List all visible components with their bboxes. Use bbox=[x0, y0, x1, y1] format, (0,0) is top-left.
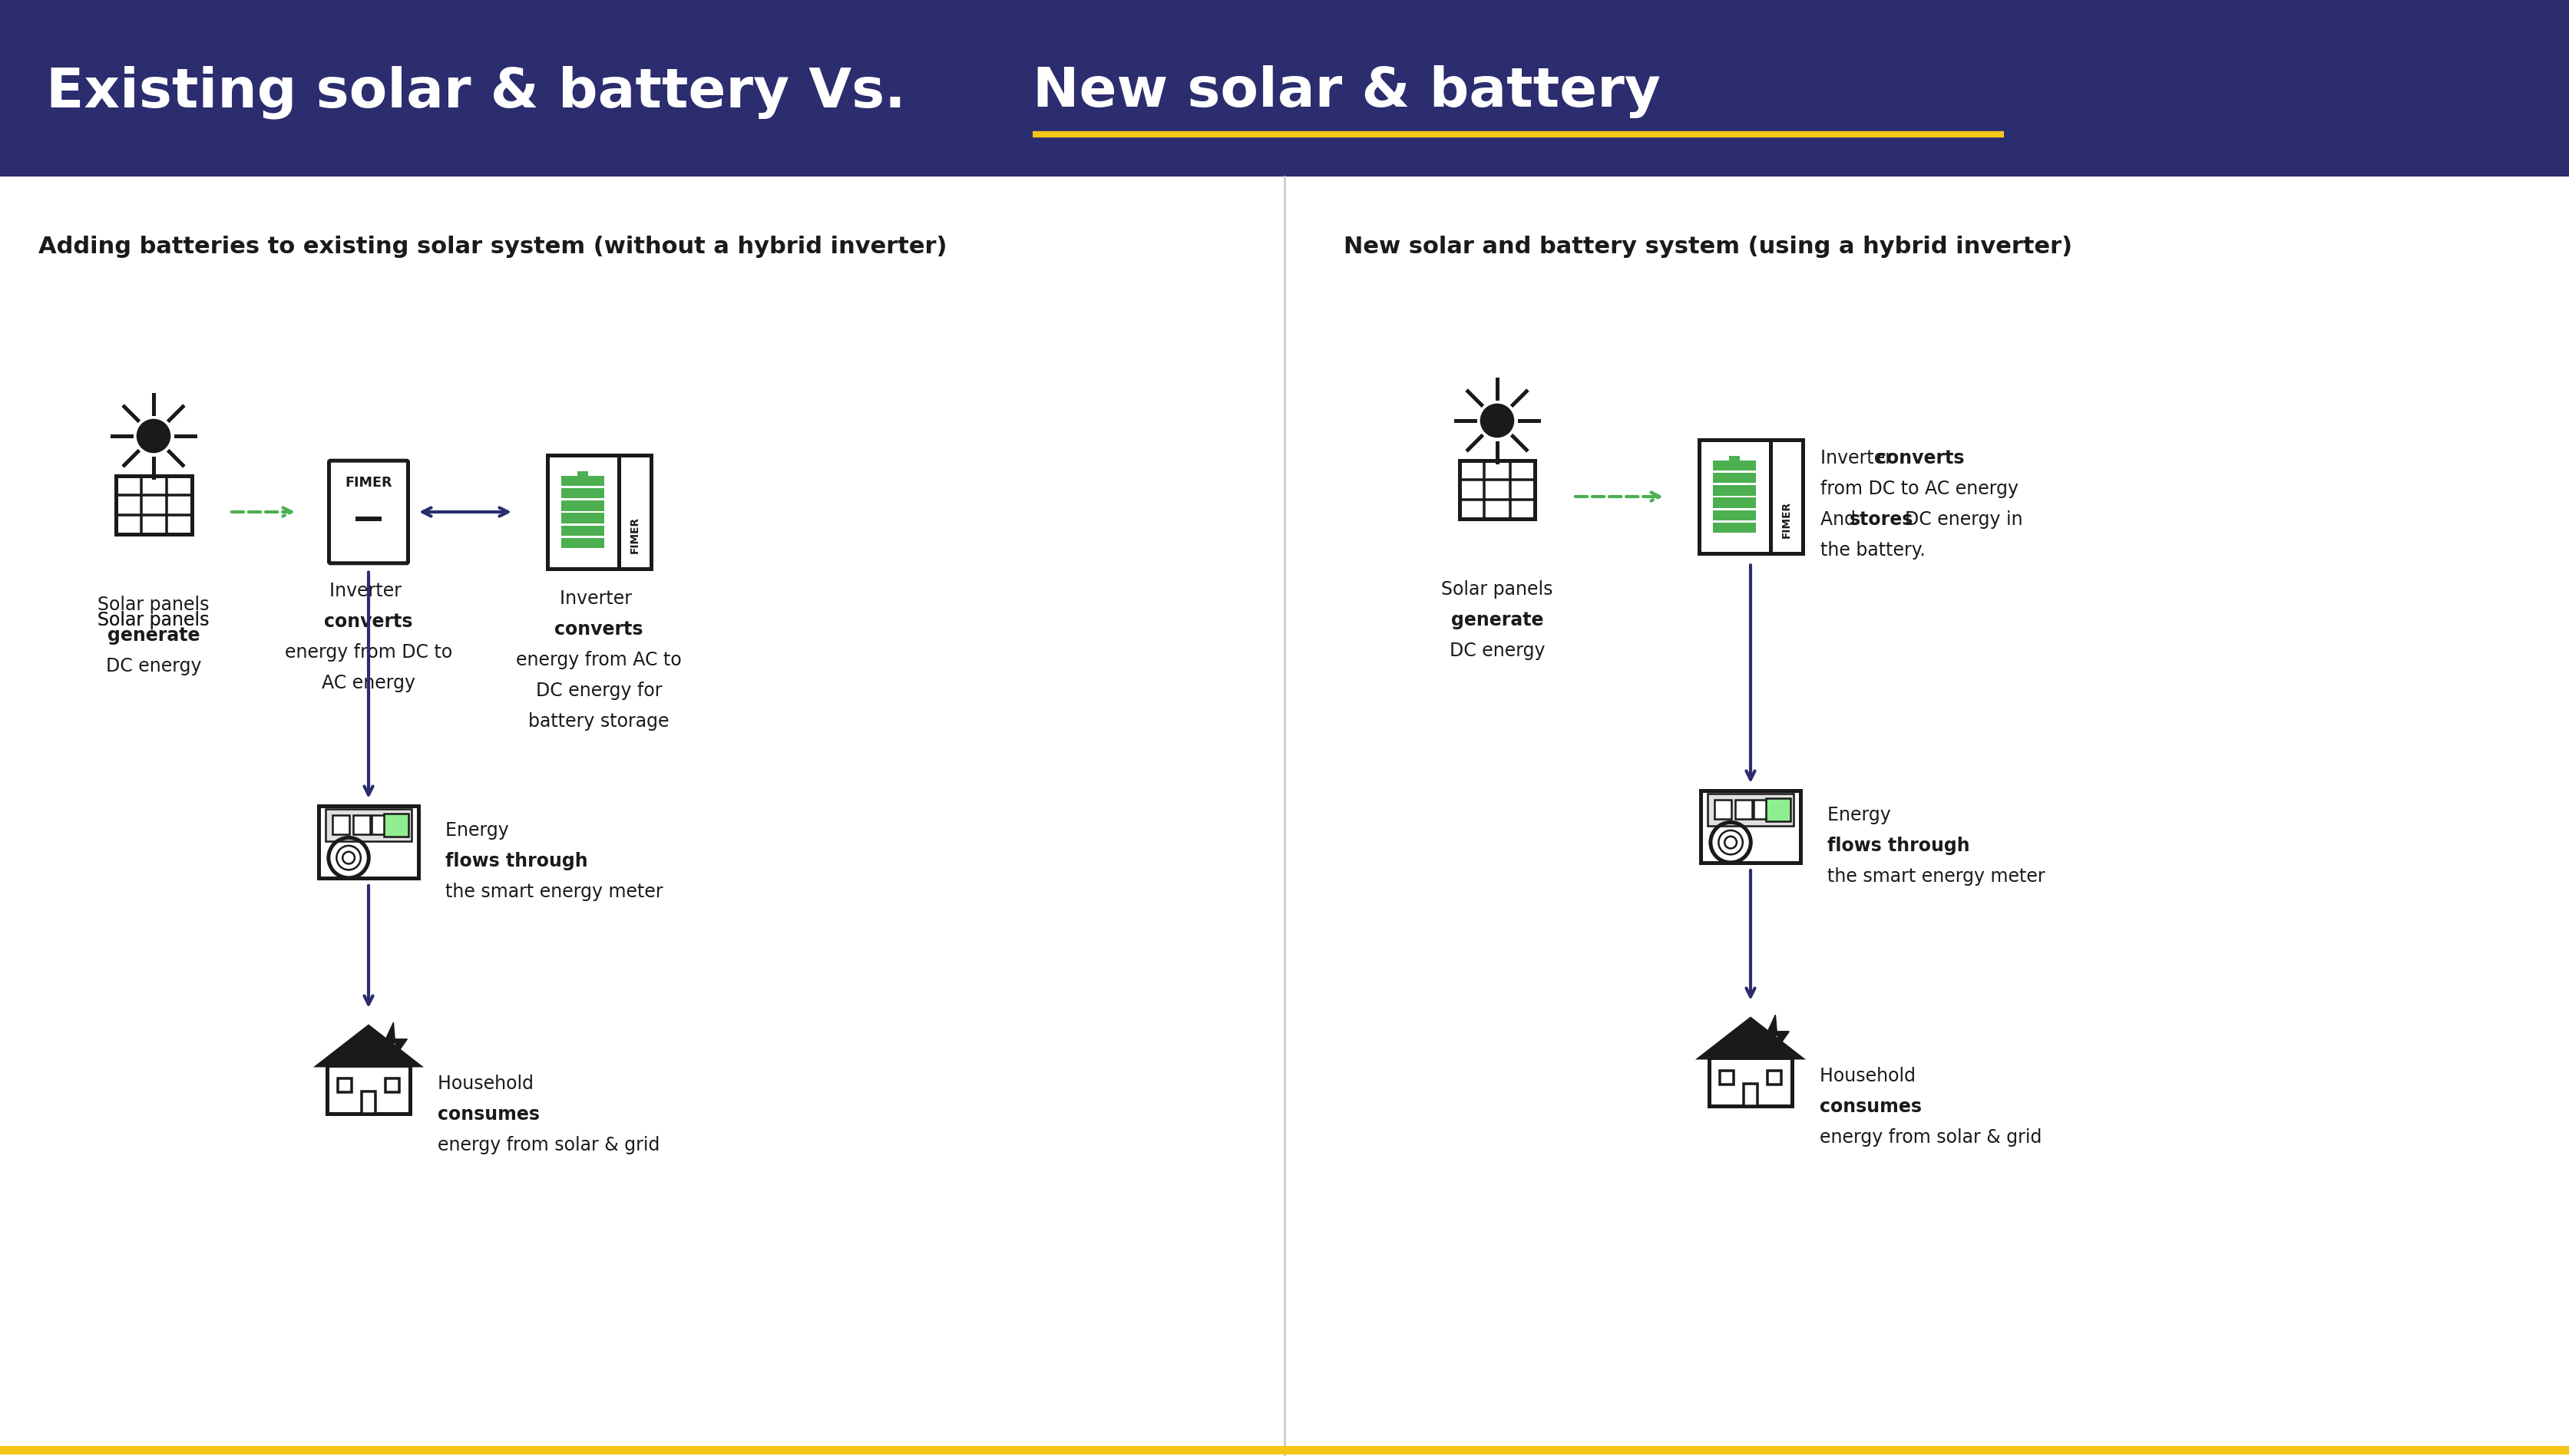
FancyBboxPatch shape bbox=[1714, 498, 1757, 508]
Text: FIMER: FIMER bbox=[344, 476, 393, 489]
Text: the battery.: the battery. bbox=[1821, 542, 1924, 559]
FancyBboxPatch shape bbox=[1767, 1070, 1780, 1085]
Polygon shape bbox=[383, 1022, 408, 1067]
FancyBboxPatch shape bbox=[1729, 456, 1739, 460]
Text: Solar panels: Solar panels bbox=[1441, 579, 1554, 598]
Text: Inverter: Inverter bbox=[1821, 448, 1898, 467]
FancyBboxPatch shape bbox=[319, 807, 419, 878]
FancyBboxPatch shape bbox=[1708, 1057, 1793, 1107]
Text: DC energy: DC energy bbox=[1449, 641, 1544, 660]
Text: the smart energy meter: the smart energy meter bbox=[1827, 868, 2045, 885]
Text: DC energy: DC energy bbox=[105, 657, 200, 676]
Text: energy from solar & grid: energy from solar & grid bbox=[1819, 1128, 2042, 1147]
FancyBboxPatch shape bbox=[1721, 1070, 1734, 1085]
Text: battery storage: battery storage bbox=[529, 712, 671, 731]
Text: from DC to AC energy: from DC to AC energy bbox=[1821, 479, 2019, 498]
FancyBboxPatch shape bbox=[1734, 799, 1752, 820]
Text: DC energy in: DC energy in bbox=[1904, 511, 2022, 529]
FancyBboxPatch shape bbox=[1698, 440, 1770, 553]
FancyBboxPatch shape bbox=[1714, 510, 1757, 520]
FancyBboxPatch shape bbox=[331, 815, 349, 834]
FancyBboxPatch shape bbox=[578, 472, 588, 476]
FancyBboxPatch shape bbox=[383, 814, 408, 836]
Text: Household: Household bbox=[1819, 1067, 1922, 1085]
Text: FIMER: FIMER bbox=[1780, 501, 1791, 537]
FancyBboxPatch shape bbox=[116, 476, 193, 534]
Text: generate: generate bbox=[1451, 610, 1544, 629]
Text: energy from DC to: energy from DC to bbox=[285, 644, 452, 661]
FancyBboxPatch shape bbox=[563, 501, 604, 511]
FancyBboxPatch shape bbox=[563, 488, 604, 498]
Text: Inverter: Inverter bbox=[329, 581, 408, 600]
FancyBboxPatch shape bbox=[1701, 791, 1801, 862]
Text: Energy: Energy bbox=[444, 821, 514, 840]
Polygon shape bbox=[319, 1026, 419, 1066]
FancyBboxPatch shape bbox=[329, 460, 408, 563]
Text: FIMER: FIMER bbox=[629, 517, 640, 553]
FancyBboxPatch shape bbox=[1708, 794, 1793, 826]
Text: Adding batteries to existing solar system (without a hybrid inverter): Adding batteries to existing solar syste… bbox=[39, 236, 948, 258]
Polygon shape bbox=[1765, 1015, 1788, 1059]
FancyBboxPatch shape bbox=[563, 476, 604, 486]
Text: Energy: Energy bbox=[1827, 807, 1896, 824]
FancyBboxPatch shape bbox=[619, 456, 650, 569]
FancyBboxPatch shape bbox=[1714, 485, 1757, 495]
FancyBboxPatch shape bbox=[362, 1092, 375, 1114]
Text: Inverter: Inverter bbox=[560, 590, 637, 609]
FancyBboxPatch shape bbox=[385, 1077, 398, 1092]
Text: consumes: consumes bbox=[1819, 1098, 1922, 1115]
Text: AC energy: AC energy bbox=[321, 674, 416, 692]
FancyBboxPatch shape bbox=[326, 1066, 411, 1114]
Text: New solar and battery system (using a hybrid inverter): New solar and battery system (using a hy… bbox=[1344, 236, 2073, 258]
Polygon shape bbox=[1701, 1019, 1801, 1057]
Text: flows through: flows through bbox=[444, 852, 588, 871]
Text: Existing solar & battery Vs.: Existing solar & battery Vs. bbox=[46, 66, 925, 119]
Text: converts: converts bbox=[324, 612, 414, 630]
Text: generate: generate bbox=[108, 626, 200, 645]
Text: stores: stores bbox=[1850, 511, 1914, 529]
Text: energy from solar & grid: energy from solar & grid bbox=[437, 1136, 660, 1155]
FancyBboxPatch shape bbox=[0, 0, 2569, 176]
FancyBboxPatch shape bbox=[563, 539, 604, 549]
Text: DC energy for: DC energy for bbox=[537, 681, 663, 700]
FancyBboxPatch shape bbox=[1714, 460, 1757, 470]
FancyBboxPatch shape bbox=[1714, 799, 1732, 820]
FancyBboxPatch shape bbox=[1714, 523, 1757, 533]
FancyBboxPatch shape bbox=[547, 456, 619, 569]
FancyBboxPatch shape bbox=[1459, 460, 1536, 518]
Text: consumes: consumes bbox=[437, 1105, 539, 1124]
FancyBboxPatch shape bbox=[326, 810, 411, 842]
FancyBboxPatch shape bbox=[1714, 473, 1757, 483]
Text: Solar panels: Solar panels bbox=[98, 596, 211, 614]
Text: energy from AC to: energy from AC to bbox=[516, 651, 681, 670]
Text: And: And bbox=[1821, 511, 1863, 529]
FancyBboxPatch shape bbox=[339, 1077, 352, 1092]
Text: the smart energy meter: the smart energy meter bbox=[444, 882, 663, 901]
Text: New solar & battery: New solar & battery bbox=[1033, 66, 1660, 118]
FancyBboxPatch shape bbox=[1765, 798, 1791, 821]
Circle shape bbox=[136, 419, 170, 453]
Circle shape bbox=[1480, 403, 1513, 437]
FancyBboxPatch shape bbox=[563, 526, 604, 536]
Text: Solar panels: Solar panels bbox=[98, 612, 211, 651]
FancyBboxPatch shape bbox=[1770, 440, 1803, 553]
FancyBboxPatch shape bbox=[1744, 1083, 1757, 1107]
FancyBboxPatch shape bbox=[355, 815, 370, 834]
Text: flows through: flows through bbox=[1827, 837, 1970, 855]
Text: Solar panels: Solar panels bbox=[98, 612, 211, 651]
Text: converts: converts bbox=[555, 620, 642, 639]
FancyBboxPatch shape bbox=[1752, 799, 1770, 820]
Text: converts: converts bbox=[1875, 448, 1965, 467]
FancyBboxPatch shape bbox=[373, 815, 388, 834]
FancyBboxPatch shape bbox=[563, 513, 604, 523]
Text: Household: Household bbox=[437, 1075, 539, 1093]
